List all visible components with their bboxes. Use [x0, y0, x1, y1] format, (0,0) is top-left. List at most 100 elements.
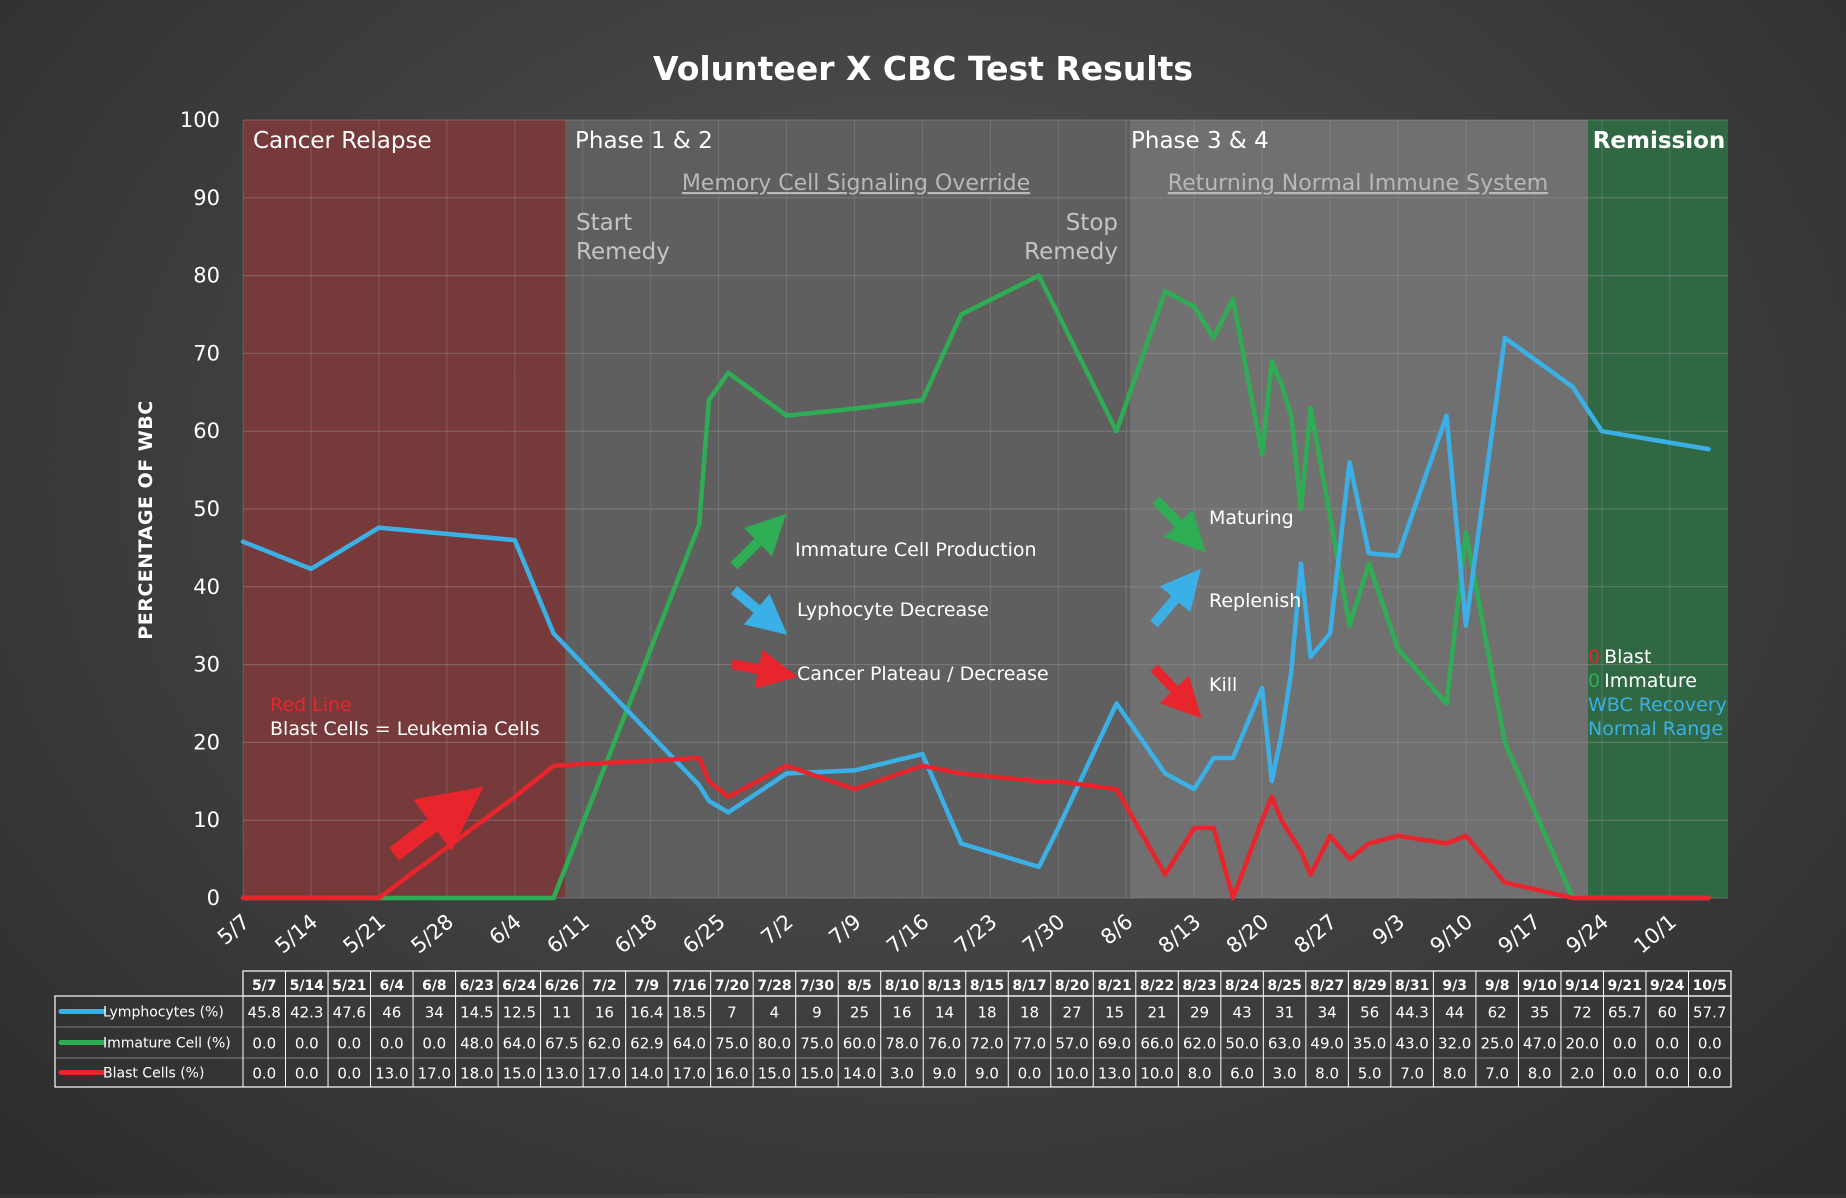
table-cell: 14	[935, 1004, 954, 1022]
start-remedy-line1: Start	[576, 210, 632, 236]
stop-remedy-line1: Stop	[1066, 210, 1118, 236]
table-header-cell: 9/3	[1442, 978, 1467, 994]
table-cell: 0.0	[337, 1035, 361, 1053]
y-tick-label: 40	[193, 575, 220, 599]
table-cell: 65.7	[1608, 1004, 1641, 1022]
x-tick-label: 5/7	[213, 909, 254, 949]
table-cell: 29	[1190, 1004, 1209, 1022]
table-cell: 3.0	[890, 1065, 914, 1083]
region-label-relapse: Cancer Relapse	[253, 128, 432, 154]
table-cell: 15.0	[503, 1065, 536, 1083]
table-header-cell: 7/2	[592, 978, 617, 994]
table-cell: 13.0	[545, 1065, 578, 1083]
table-cell: 77.0	[1013, 1035, 1046, 1053]
table-cell: 47.6	[333, 1004, 366, 1022]
x-tick-label: 9/17	[1494, 909, 1546, 958]
table-cell: 0.0	[1018, 1065, 1042, 1083]
annotation-lymphocyte-decrease: Lyphocyte Decrease	[797, 599, 989, 621]
x-tick-label: 7/23	[950, 909, 1002, 958]
table-header-cell: 5/7	[252, 978, 277, 994]
table-cell: 13.0	[1098, 1065, 1131, 1083]
table-cell: 17.0	[588, 1065, 621, 1083]
annotation-replenish: Replenish	[1209, 590, 1301, 612]
table-cell: 49.0	[1310, 1035, 1343, 1053]
series-lines	[240, 273, 1711, 901]
x-tick-label: 9/10	[1426, 909, 1478, 958]
table-header-cell: 7/20	[715, 978, 750, 994]
table-series-label: Blast Cells (%)	[103, 1066, 204, 1082]
table-cell: 45.8	[248, 1004, 281, 1022]
table-cell: 14.5	[460, 1004, 493, 1022]
table-cell: 27	[1062, 1004, 1081, 1022]
table-cell: 10.0	[1055, 1065, 1088, 1083]
table-cell: 11	[552, 1004, 571, 1022]
region-sublabel-phase12: Memory Cell Signaling Override	[682, 171, 1030, 196]
table-cell: 14.0	[843, 1065, 876, 1083]
y-tick-label: 10	[193, 808, 220, 832]
table-cell: 16	[892, 1004, 911, 1022]
table-cell: 0.0	[1613, 1065, 1637, 1083]
table-header-cell: 6/23	[460, 978, 494, 994]
table-cell: 35.0	[1353, 1035, 1386, 1053]
x-tick-label: 9/24	[1561, 909, 1613, 958]
y-tick-label: 20	[193, 730, 220, 754]
y-tick-label: 30	[193, 653, 220, 677]
table-cell: 34	[425, 1004, 444, 1022]
table-cell: 15	[1105, 1004, 1124, 1022]
table-header-cell: 8/5	[847, 978, 872, 994]
table-cell: 10.0	[1140, 1065, 1173, 1083]
table-header-cell: 5/21	[332, 978, 366, 994]
table-cell: 76.0	[928, 1035, 961, 1053]
table-cell: 60.0	[843, 1035, 876, 1053]
x-tick-label: 7/16	[882, 909, 934, 958]
table-header-cell: 8/13	[927, 978, 961, 994]
x-tick-label: 7/2	[756, 909, 797, 949]
table-cell: 69.0	[1098, 1035, 1131, 1053]
table-cell: 66.0	[1140, 1035, 1173, 1053]
table-header-cell: 9/8	[1485, 978, 1510, 994]
table-cell: 0.0	[1655, 1035, 1679, 1053]
table-header-cell: 9/10	[1523, 978, 1558, 994]
arrow-up-green-icon	[730, 513, 787, 570]
y-tick-label: 90	[193, 186, 220, 210]
table-cell: 8.0	[1188, 1065, 1212, 1083]
x-tick-label: 8/6	[1096, 909, 1137, 949]
table-cell: 15.0	[800, 1065, 833, 1083]
x-tick-label: 6/4	[485, 909, 526, 949]
table-header-cell: 8/31	[1395, 978, 1429, 994]
table-cell: 2.0	[1570, 1065, 1594, 1083]
arrow-up-red-icon	[389, 786, 484, 861]
table-header-cell: 8/25	[1267, 978, 1301, 994]
x-tick-label: 8/13	[1154, 909, 1206, 958]
table-header-cell: 7/28	[757, 978, 791, 994]
series-line-blast	[240, 755, 1711, 901]
table-header-cell: 8/27	[1310, 978, 1344, 994]
table-cell: 3.0	[1273, 1065, 1297, 1083]
region-relapse	[243, 120, 565, 898]
table-cell: 6.0	[1230, 1065, 1254, 1083]
table-header-cell: 10/5	[1693, 978, 1727, 994]
table-cell: 43.0	[1395, 1035, 1428, 1053]
table-header-cell: 8/24	[1225, 978, 1260, 994]
annotation-blast-cells: Blast Cells = Leukemia Cells	[270, 718, 540, 740]
legend-label-immature: Immature	[1604, 670, 1697, 692]
table-header-cell: 9/21	[1608, 978, 1642, 994]
table-header-cell: 8/29	[1352, 978, 1386, 994]
table-header-cell: 6/26	[545, 978, 579, 994]
table-cell: 72	[1573, 1004, 1592, 1022]
x-tick-label: 7/9	[824, 909, 865, 949]
x-tick-label: 5/21	[339, 909, 391, 958]
arrow-down-green-icon	[1152, 496, 1206, 553]
table-cell: 62.0	[1183, 1035, 1216, 1053]
table-cell: 13.0	[375, 1065, 408, 1083]
table-header-cell: 6/4	[379, 978, 404, 994]
table-header-cell: 8/15	[970, 978, 1004, 994]
table-cell: 25.0	[1480, 1035, 1513, 1053]
region-remission	[1588, 120, 1728, 898]
table-series-label: Lymphocytes (%)	[103, 1005, 224, 1021]
table-cell: 57.7	[1693, 1004, 1726, 1022]
table-cell: 31	[1275, 1004, 1294, 1022]
y-axis-ticks: 0 10 20 30 40 50 60 70 80 90 100	[180, 108, 220, 910]
